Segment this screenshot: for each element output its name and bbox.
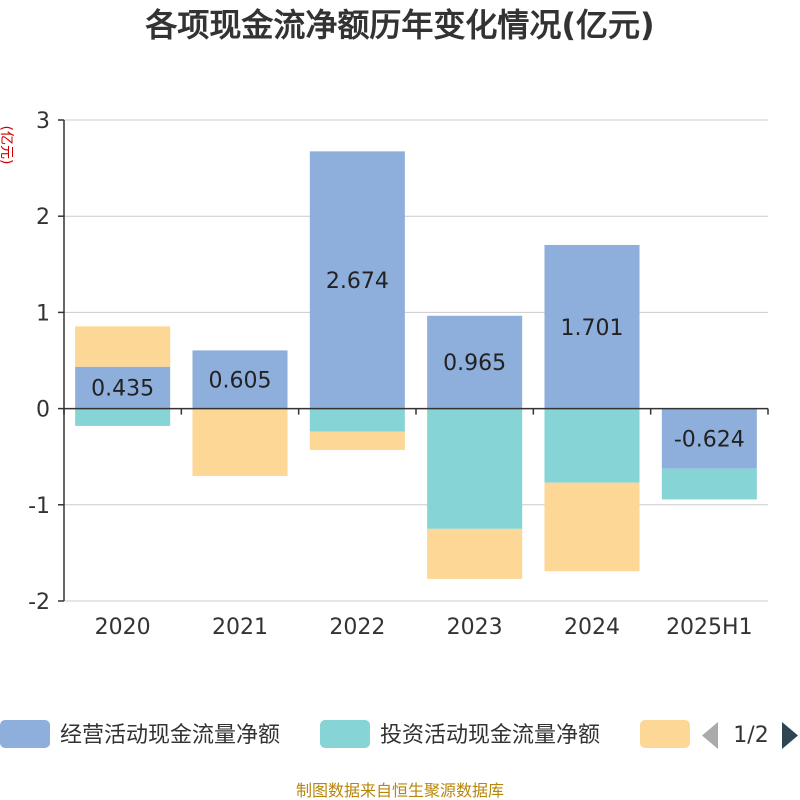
legend-label: 经营活动现金流量净额: [60, 723, 280, 748]
data-label: 0.965: [443, 351, 506, 376]
y-tick-label: 3: [36, 109, 50, 134]
bar-series-2: [75, 408, 171, 426]
bar-series-2: [309, 408, 405, 432]
data-label: -0.624: [674, 428, 745, 453]
data-label: 2.674: [326, 269, 389, 294]
data-label: 0.605: [209, 368, 272, 393]
y-tick-label: 1: [36, 301, 50, 326]
bar-series-1: [75, 366, 171, 409]
x-tick-label: 2020: [95, 615, 151, 640]
chart-title: 各项现金流净额历年变化情况(亿元): [145, 6, 654, 44]
source-note: 制图数据来自恒生聚源数据库: [296, 781, 504, 800]
y-tick-label: 0: [36, 398, 50, 423]
bars: [75, 151, 757, 579]
y-tick-label: 2: [36, 205, 50, 230]
x-tick-label: 2022: [329, 615, 385, 640]
legend-label: 投资活动现金流量净额: [380, 723, 600, 748]
legend-swatch: [320, 720, 370, 748]
legend-page-indicator: 1/2: [733, 723, 768, 748]
bar-series-1: [192, 350, 288, 409]
y-tick-label: -1: [28, 494, 50, 519]
axes: 3 2 1 0 -1 -2 2020 2021 2022 2023 2024 2025H1: [28, 109, 769, 640]
legend-prev-arrow-icon[interactable]: [702, 722, 718, 749]
bar-series-2: [661, 468, 757, 500]
bar-series-2: [427, 408, 523, 529]
bar-series-3: [75, 326, 171, 367]
legend-swatch: [640, 720, 690, 748]
x-tick-label: 2024: [564, 615, 620, 640]
bar-series-3: [544, 482, 640, 572]
grid-lines: [64, 119, 768, 602]
legend-swatch: [0, 720, 50, 748]
x-tick-label: 2025H1: [666, 615, 753, 640]
bar-series-3: [309, 431, 405, 450]
bar-series-3: [192, 408, 288, 476]
x-tick-label: 2023: [447, 615, 503, 640]
y-axis-label: (亿元): [0, 126, 14, 165]
bar-series-1: [309, 151, 405, 409]
bar-series-2: [544, 408, 640, 483]
legend: 经营活动现金流量净额 投资活动现金流量净额 1/2: [0, 720, 798, 749]
y-tick-label: -2: [28, 590, 50, 615]
data-label: 1.701: [561, 316, 624, 341]
bar-series-1: [544, 244, 640, 409]
data-labels: 0.435 0.605 2.674 0.965 1.701 -0.624: [91, 269, 745, 453]
data-label: 0.435: [91, 377, 154, 402]
bar-series-1: [661, 408, 757, 469]
bar-series-1: [427, 315, 523, 409]
bar-series-3: [427, 528, 523, 579]
legend-next-arrow-icon[interactable]: [782, 722, 798, 749]
x-tick-label: 2021: [212, 615, 268, 640]
